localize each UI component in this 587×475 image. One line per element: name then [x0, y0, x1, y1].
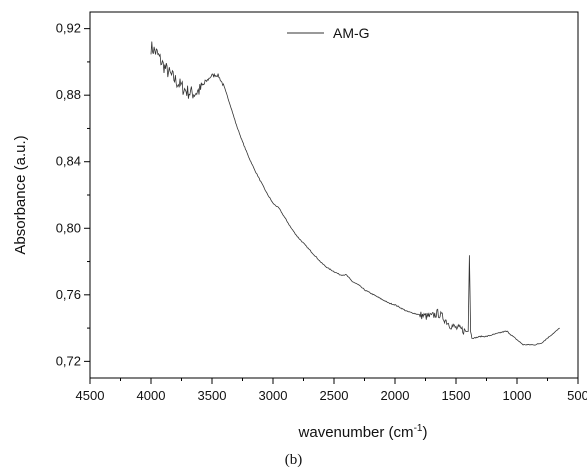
y-tick-label: 0,80 [56, 220, 81, 235]
y-tick-label: 0,88 [56, 87, 81, 102]
y-tick-label: 0,92 [56, 21, 81, 36]
x-tick-labels: 4500 4000 3500 3000 2500 2000 1500 1000 500 [76, 388, 587, 403]
x-axis-title: wavenumber (cm-1) [298, 423, 428, 441]
x-tick-label: 500 [567, 388, 587, 403]
figure-caption: (b) [284, 452, 303, 468]
legend-label: AM-G [333, 25, 370, 41]
x-axis-title-superscript: -1 [414, 423, 423, 434]
x-tick-label: 2000 [381, 388, 410, 403]
x-axis-title-main: wavenumber (cm [298, 424, 414, 441]
x-tick-label: 3000 [259, 388, 288, 403]
legend: AM-G [287, 25, 370, 41]
y-axis-title: Absorbance (a.u.) [12, 135, 29, 254]
y-tick-label: 0,84 [56, 154, 81, 169]
y-tick-label: 0,72 [56, 353, 81, 368]
y-tick-labels: 0,72 0,76 0,80 0,84 0,88 0,92 [56, 21, 81, 369]
x-tick-label: 4500 [76, 388, 105, 403]
x-tick-label: 1500 [442, 388, 471, 403]
series-line-am-g [150, 41, 560, 346]
x-tick-label: 2500 [320, 388, 349, 403]
x-tick-label: 4000 [137, 388, 166, 403]
x-tick-label: 3500 [198, 388, 227, 403]
x-tick-label: 1000 [503, 388, 532, 403]
x-axis-title-tail: ) [422, 424, 427, 441]
axis-ticks [84, 28, 579, 384]
y-tick-label: 0,76 [56, 287, 81, 302]
